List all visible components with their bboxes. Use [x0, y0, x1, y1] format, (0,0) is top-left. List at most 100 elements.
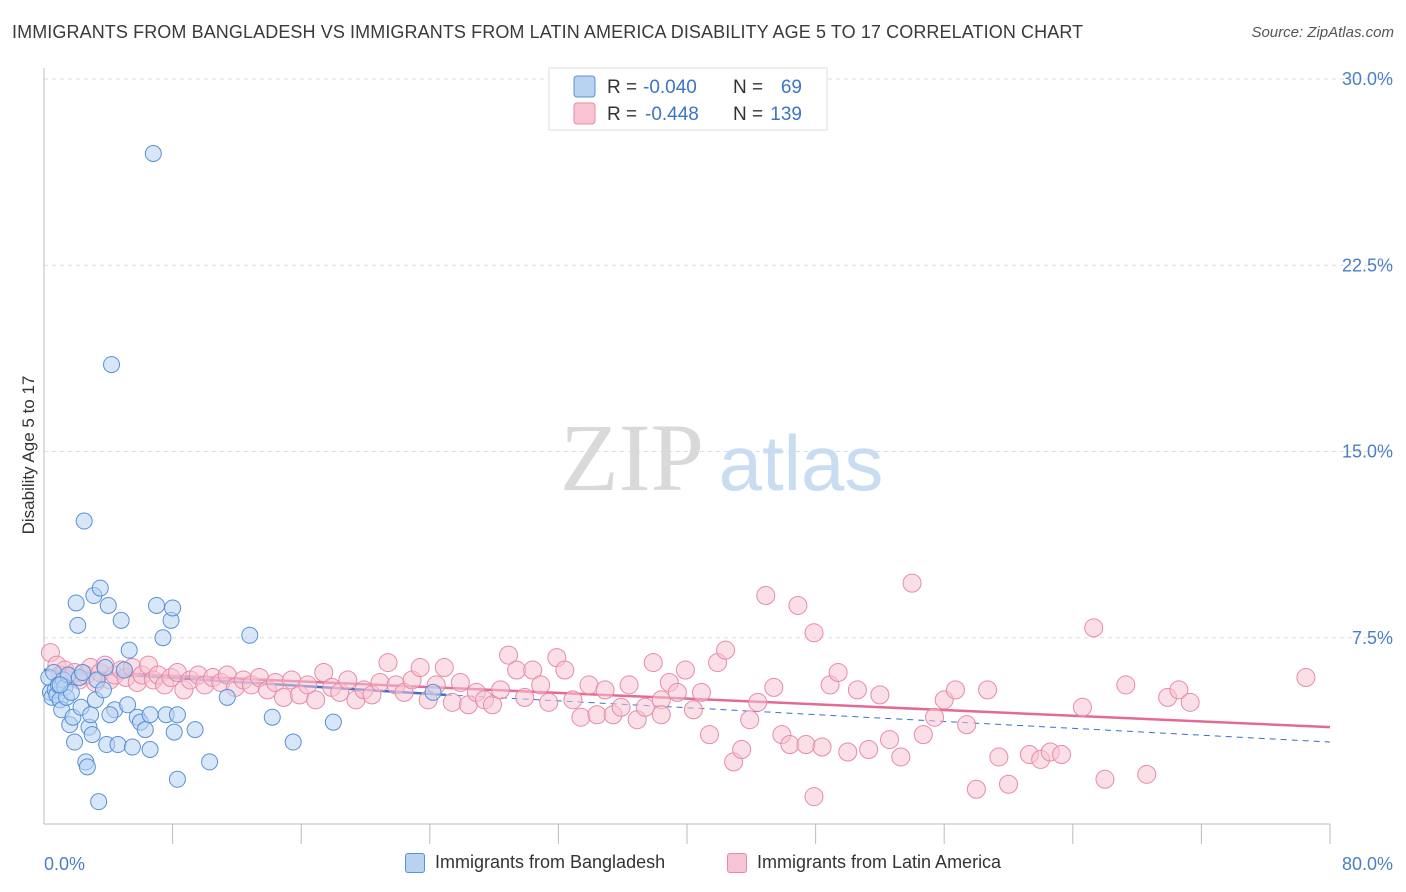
legend-n-value-2: 139: [770, 104, 802, 125]
point-latin-america: [828, 663, 848, 683]
point-latin-america: [667, 682, 687, 702]
point-latin-america: [611, 697, 631, 717]
point-bangladesh: [168, 706, 186, 724]
point-latin-america: [571, 707, 591, 727]
point-bangladesh: [119, 696, 137, 714]
point-latin-america: [683, 700, 703, 720]
bottom-legend-swatch-pink: [727, 852, 747, 873]
point-latin-america: [1296, 667, 1316, 687]
point-bangladesh: [164, 599, 182, 617]
y-tick-label: 30.0%: [1342, 69, 1393, 89]
point-bangladesh: [186, 721, 204, 739]
x-tick-labels: 0.0% 80.0%: [44, 854, 1393, 874]
point-latin-america: [859, 740, 879, 759]
point-latin-america: [434, 658, 454, 678]
point-bangladesh: [112, 611, 130, 629]
legend-r-value-1: -0.040: [643, 77, 697, 98]
point-bangladesh: [115, 661, 133, 679]
point-latin-america: [966, 779, 986, 799]
point-bangladesh: [141, 741, 159, 758]
point-bangladesh: [94, 681, 112, 699]
point-latin-america: [838, 742, 858, 762]
watermark-atlas: atlas: [719, 419, 884, 507]
point-latin-america: [691, 682, 711, 702]
point-latin-america: [700, 725, 720, 745]
point-latin-america: [716, 640, 736, 660]
point-latin-america: [1072, 697, 1092, 717]
point-bangladesh: [101, 706, 119, 724]
point-bangladesh: [123, 738, 141, 756]
bottom-legend-item-latin-america: Immigrants from Latin America: [727, 852, 1001, 873]
point-bangladesh: [66, 733, 84, 751]
point-latin-america: [732, 740, 752, 759]
point-latin-america: [1084, 618, 1104, 638]
point-latin-america: [1095, 769, 1115, 789]
point-latin-america: [1169, 680, 1189, 700]
point-latin-america: [989, 747, 1009, 767]
point-latin-america: [804, 623, 824, 643]
point-latin-america: [978, 680, 998, 700]
legend: R = -0.040 N = 69 R = -0.448 N = 139: [548, 67, 828, 131]
bottom-legend-swatch-blue: [405, 852, 425, 873]
point-bangladesh: [74, 664, 92, 682]
point-bangladesh: [154, 629, 172, 647]
point-latin-america: [902, 573, 922, 593]
point-latin-america: [515, 687, 535, 707]
point-latin-america: [482, 695, 502, 715]
watermark-zip: ZIP: [560, 404, 704, 511]
point-latin-america: [812, 737, 832, 757]
watermark: ZIP atlas: [560, 404, 883, 511]
y-tick-label: 15.0%: [1342, 442, 1393, 462]
point-latin-america: [595, 680, 615, 700]
point-latin-america: [740, 710, 760, 730]
point-latin-america: [531, 675, 551, 695]
point-latin-america: [957, 715, 977, 735]
y-axis-title: Disability Age 5 to 17: [19, 376, 38, 535]
point-bangladesh: [324, 713, 342, 731]
point-bangladesh: [67, 594, 85, 612]
legend-n-label-1: N =: [733, 77, 763, 98]
legend-n-label-2: N =: [733, 104, 763, 125]
point-bangladesh: [103, 356, 121, 374]
point-bangladesh: [69, 616, 87, 634]
point-bangladesh: [201, 753, 219, 771]
point-latin-america: [378, 653, 398, 673]
point-bangladesh: [91, 579, 109, 597]
point-bangladesh: [51, 676, 69, 694]
point-latin-america: [450, 672, 470, 692]
point-latin-america: [999, 774, 1018, 794]
point-latin-america: [1116, 675, 1136, 695]
point-latin-america: [338, 670, 358, 690]
point-latin-america: [880, 730, 900, 750]
point-bangladesh: [83, 726, 101, 744]
grid-lines: [44, 78, 1392, 639]
legend-n-value-1: 69: [781, 77, 802, 98]
point-bangladesh: [96, 659, 114, 677]
y-tick-label: 22.5%: [1342, 255, 1393, 275]
point-bangladesh: [82, 706, 100, 724]
point-bangladesh: [90, 793, 108, 811]
point-latin-america: [563, 690, 583, 710]
point-latin-america: [788, 595, 808, 615]
bottom-legend: Immigrants from Bangladesh Immigrants fr…: [0, 852, 1406, 878]
trend-line-bangladesh-extension: [445, 694, 1331, 743]
point-latin-america: [619, 675, 639, 695]
point-bangladesh: [148, 596, 166, 614]
point-latin-america: [870, 685, 890, 705]
legend-r-value-2: -0.448: [645, 104, 699, 125]
x-tick-label: 80.0%: [1342, 854, 1393, 874]
point-latin-america: [442, 692, 462, 712]
point-bangladesh: [78, 758, 96, 776]
point-latin-america: [491, 680, 511, 700]
point-latin-america: [274, 687, 294, 707]
point-bangladesh: [284, 733, 302, 751]
point-latin-america: [539, 692, 559, 712]
bottom-legend-label-bangladesh: Immigrants from Bangladesh: [435, 852, 666, 872]
point-bangladesh: [168, 770, 186, 788]
point-latin-america: [370, 672, 390, 692]
legend-swatch-pink: [573, 102, 596, 125]
point-bangladesh: [141, 706, 159, 724]
point-latin-america: [499, 645, 519, 665]
point-latin-america: [891, 747, 911, 767]
